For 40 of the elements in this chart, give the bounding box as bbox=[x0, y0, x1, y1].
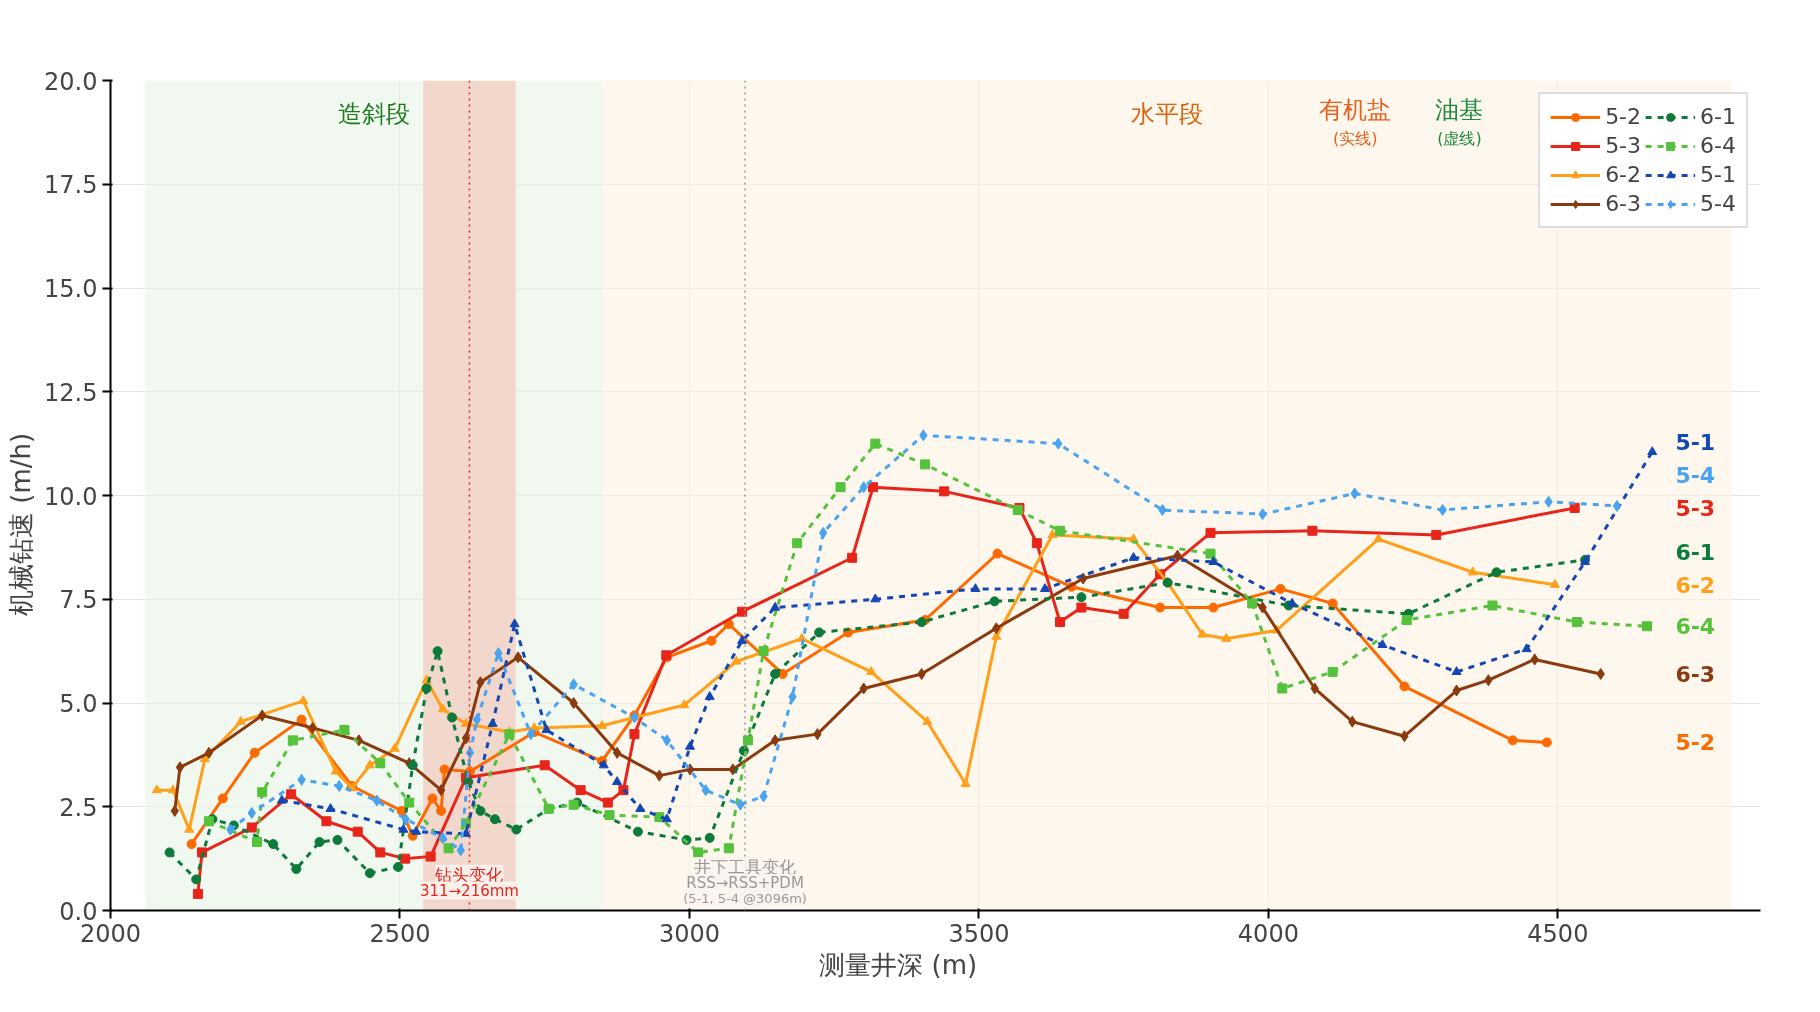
x-tick-label: 2000 bbox=[79, 919, 142, 948]
ref-line-label: 钻头变化 311→216mm bbox=[419, 864, 519, 900]
x-tick-label: 2500 bbox=[369, 919, 431, 948]
legend-label: 5-2 bbox=[1605, 104, 1642, 129]
legend-label: 6-4 bbox=[1700, 133, 1736, 158]
legend-label: 5-3 bbox=[1605, 133, 1642, 158]
y-tick-label: 10.0 bbox=[44, 482, 98, 511]
x-tick-label: 3000 bbox=[658, 919, 720, 948]
annotation: (实线) bbox=[1332, 129, 1378, 149]
text: 6-4 bbox=[1675, 614, 1716, 640]
annotation: 有机盐 bbox=[1319, 95, 1392, 124]
text: 6-1 bbox=[1675, 539, 1716, 565]
y-tick-label: 15.0 bbox=[44, 275, 98, 303]
x-axis-title: 测量井深 (m) bbox=[819, 949, 978, 980]
y-tick-label: 7.5 bbox=[59, 586, 98, 615]
legend-label: 6-3 bbox=[1605, 191, 1642, 216]
x-tick-label: 4500 bbox=[1527, 919, 1589, 948]
y-tick-label: 17.5 bbox=[44, 171, 98, 200]
text: 5-1 bbox=[1675, 429, 1716, 455]
y-tick-label: 12.5 bbox=[44, 378, 98, 407]
y-tick-label: 20.0 bbox=[44, 67, 98, 96]
legend-label: 6-2 bbox=[1605, 162, 1642, 187]
text: 6-2 bbox=[1675, 572, 1716, 598]
text: 6-3 bbox=[1675, 661, 1716, 687]
text: 5-3 bbox=[1675, 495, 1716, 521]
x-tick-label: 3500 bbox=[948, 919, 1010, 948]
y-tick-label: 2.5 bbox=[59, 793, 98, 822]
y-tick-label: 5.0 bbox=[59, 690, 98, 718]
band-label: 水平段 bbox=[1131, 99, 1204, 128]
y-axis-title: 机械钻速 (m/h) bbox=[6, 432, 37, 616]
legend-label: 5-1 bbox=[1700, 162, 1736, 187]
legend-label: 5-4 bbox=[1700, 191, 1736, 216]
ref-line-label: 井下工具变化 RSS→RSS+PDM (5-1, 5-4 @3096m) bbox=[683, 857, 807, 907]
x-tick-label: 4000 bbox=[1237, 919, 1299, 948]
annotation: (虚线) bbox=[1437, 129, 1482, 149]
text: 5-4 bbox=[1675, 462, 1716, 488]
band-label: 造斜段 bbox=[337, 99, 410, 128]
text: 5-2 bbox=[1675, 730, 1716, 756]
legend-label: 6-1 bbox=[1700, 104, 1736, 129]
annotation: 油基 bbox=[1435, 95, 1484, 124]
